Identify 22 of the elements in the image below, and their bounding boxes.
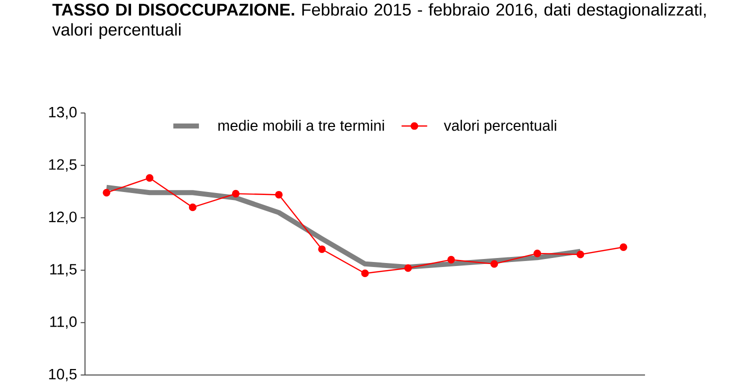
y-tick-label: 13,0 bbox=[49, 106, 77, 120]
point bbox=[146, 174, 154, 182]
chart-title: TASSO DI DISOCCUPAZIONE. Febbraio 2015 - febbraio 2016, dati destagionalizzati, valori percentuali bbox=[52, 3, 706, 40]
legend-label: valori percentuali bbox=[444, 120, 556, 134]
point bbox=[232, 190, 240, 198]
y-tick-label: 11,5 bbox=[50, 264, 77, 276]
point bbox=[275, 190, 283, 199]
y-tick-label: 12,5 bbox=[49, 159, 77, 172]
point bbox=[490, 260, 498, 268]
point bbox=[318, 245, 326, 254]
point bbox=[447, 256, 455, 264]
y-tick-label: 10,5 bbox=[49, 368, 77, 382]
point bbox=[404, 264, 412, 272]
point bbox=[102, 188, 110, 196]
legend-label: medie mobili a tre termini bbox=[218, 120, 384, 131]
point bbox=[188, 204, 196, 212]
point bbox=[576, 250, 584, 258]
y-tick-label: 11,0 bbox=[50, 316, 77, 329]
y-tick-label: 12,0 bbox=[49, 212, 77, 224]
point bbox=[534, 250, 542, 258]
point bbox=[620, 243, 628, 251]
point bbox=[361, 270, 369, 278]
